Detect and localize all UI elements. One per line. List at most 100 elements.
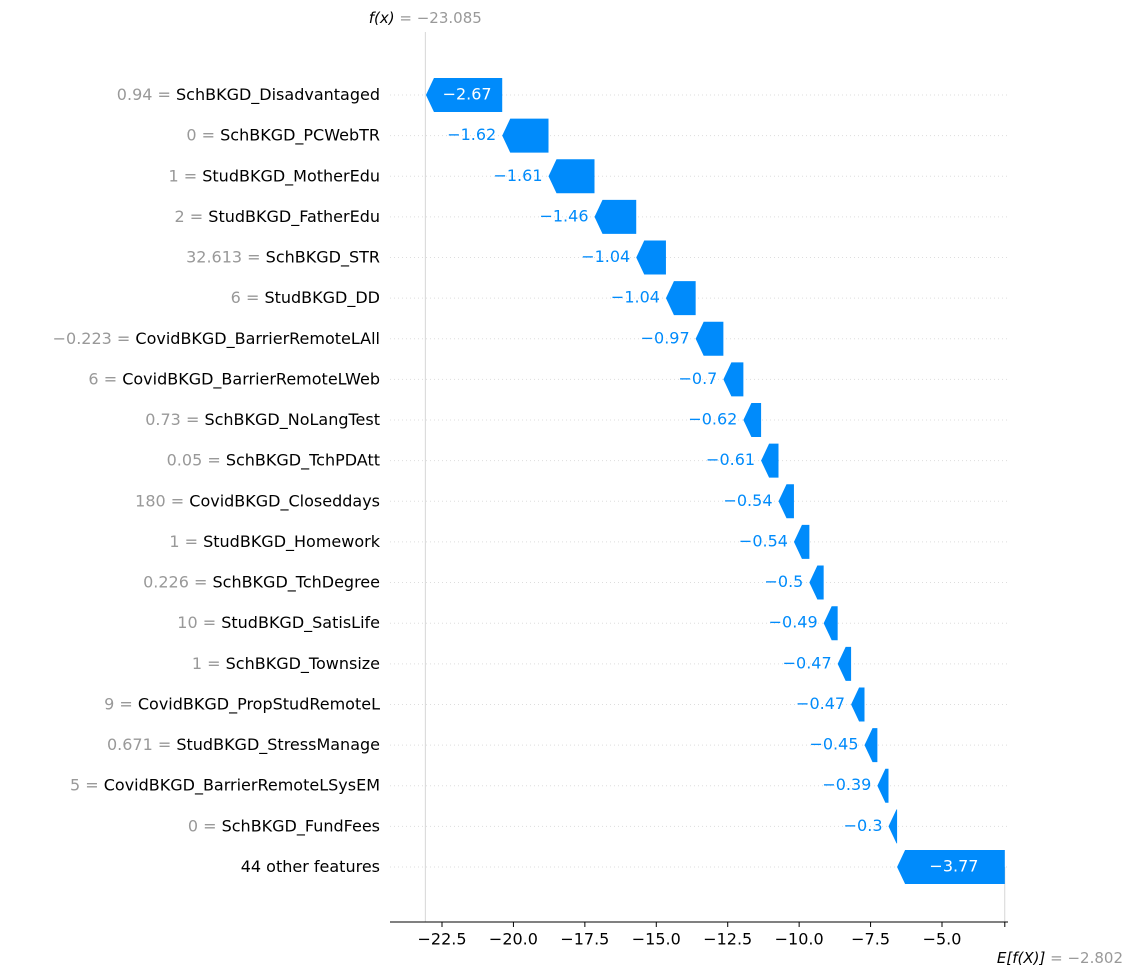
feature-label: 1 = StudBKGD_Homework bbox=[169, 531, 380, 551]
feature-label: 6 = StudBKGD_DD bbox=[231, 288, 380, 308]
feature-name: SchBKGD_Disadvantaged bbox=[176, 85, 380, 105]
x-tick-label: −5.0 bbox=[923, 930, 962, 949]
feature-label: 180 = CovidBKGD_Closeddays bbox=[135, 491, 380, 511]
bar bbox=[897, 849, 1005, 884]
feature-label: 0 = SchBKGD_PCWebTR bbox=[186, 125, 380, 145]
value-label: −1.04 bbox=[581, 247, 630, 266]
feature-label: 10 = StudBKGD_SatisLife bbox=[177, 613, 380, 633]
bar bbox=[548, 159, 595, 194]
feature-value: 180 = bbox=[135, 491, 189, 510]
feature-label: 0.73 = SchBKGD_NoLangTest bbox=[145, 410, 380, 430]
value-label: −0.3 bbox=[844, 816, 883, 835]
x-tick-label: −20.0 bbox=[489, 930, 538, 949]
bar bbox=[809, 565, 824, 600]
feature-name: CovidBKGD_PropStudRemoteL bbox=[138, 694, 380, 714]
feature-label: 6 = CovidBKGD_BarrierRemoteLWeb bbox=[88, 369, 380, 389]
bar bbox=[864, 728, 878, 763]
feature-name: CovidBKGD_BarrierRemoteLSysEM bbox=[104, 775, 380, 795]
feature-label: 9 = CovidBKGD_PropStudRemoteL bbox=[104, 694, 380, 714]
feature-value: 1 = bbox=[169, 531, 203, 550]
value-label: −0.62 bbox=[688, 410, 737, 429]
bar bbox=[851, 687, 865, 722]
feature-value: 0.73 = bbox=[145, 410, 204, 429]
value-label: −0.7 bbox=[679, 369, 718, 388]
feature-value: 0 = bbox=[186, 125, 220, 144]
feature-value: 1 = bbox=[168, 166, 202, 185]
feature-label: 0.05 = SchBKGD_TchPDAtt bbox=[167, 450, 380, 470]
feature-name: CovidBKGD_BarrierRemoteLAll bbox=[135, 328, 380, 348]
value-label: −0.45 bbox=[809, 735, 858, 754]
value-label: −2.67 bbox=[443, 85, 492, 104]
base-name: E[f(X)] bbox=[997, 949, 1046, 967]
bar bbox=[723, 362, 744, 397]
feature-name: SchBKGD_PCWebTR bbox=[220, 125, 380, 145]
feature-label: 5 = CovidBKGD_BarrierRemoteLSysEM bbox=[70, 775, 380, 795]
feature-name: SchBKGD_Townsize bbox=[226, 653, 380, 673]
feature-label: 1 = StudBKGD_MotherEdu bbox=[168, 166, 380, 186]
feature-name: StudBKGD_SatisLife bbox=[221, 613, 380, 633]
feature-value: 0 = bbox=[188, 816, 222, 835]
feature-name: StudBKGD_StressManage bbox=[176, 735, 380, 755]
bar bbox=[761, 443, 779, 478]
feature-name: SchBKGD_TchPDAtt bbox=[226, 450, 380, 470]
feature-value: 0.671 = bbox=[107, 735, 176, 754]
fx-name: f(x) bbox=[369, 9, 395, 27]
feature-value: 0.05 = bbox=[167, 450, 226, 469]
feature-name: StudBKGD_Homework bbox=[203, 531, 381, 551]
feature-label: 0.94 = SchBKGD_Disadvantaged bbox=[117, 85, 380, 105]
feature-label: 0 = SchBKGD_FundFees bbox=[188, 816, 380, 836]
feature-label: 1 = SchBKGD_Townsize bbox=[192, 653, 380, 673]
value-label: −1.46 bbox=[539, 206, 588, 225]
feature-value: 0.226 = bbox=[143, 572, 212, 591]
feature-value: 6 = bbox=[88, 369, 122, 388]
feature-value: −0.223 = bbox=[53, 328, 136, 347]
x-tick-label: −17.5 bbox=[560, 930, 609, 949]
x-tick-label: −22.5 bbox=[417, 930, 466, 949]
bar bbox=[594, 199, 637, 234]
feature-value: 9 = bbox=[104, 694, 138, 713]
feature-name: CovidBKGD_Closeddays bbox=[189, 491, 380, 511]
feature-name: StudBKGD_MotherEdu bbox=[202, 166, 380, 186]
x-tick-label: −12.5 bbox=[703, 930, 752, 949]
bar bbox=[877, 768, 889, 803]
feature-name: 44 other features bbox=[241, 856, 380, 875]
value-label: −1.61 bbox=[493, 166, 542, 185]
bar bbox=[793, 524, 810, 559]
value-label: −0.54 bbox=[739, 531, 788, 550]
feature-name: CovidBKGD_BarrierRemoteLWeb bbox=[122, 369, 380, 389]
feature-value: 6 = bbox=[231, 288, 265, 307]
feature-name: StudBKGD_FatherEdu bbox=[208, 206, 380, 226]
bar bbox=[888, 809, 898, 844]
bar bbox=[778, 484, 794, 519]
feature-label: 0.671 = StudBKGD_StressManage bbox=[107, 735, 380, 755]
value-label: −0.97 bbox=[641, 328, 690, 347]
bar bbox=[636, 240, 666, 275]
fx-label: f(x) = −23.085 bbox=[369, 9, 482, 27]
feature-label: 2 = StudBKGD_FatherEdu bbox=[175, 206, 380, 226]
value-label: −1.04 bbox=[611, 288, 660, 307]
base-value: = −2.802 bbox=[1045, 949, 1123, 967]
base-label: E[f(X)] = −2.802 bbox=[997, 949, 1123, 967]
bar bbox=[502, 118, 549, 153]
feature-label: 44 other features bbox=[241, 856, 380, 875]
value-label: −1.62 bbox=[447, 125, 496, 144]
bar bbox=[695, 321, 724, 356]
feature-value: 1 = bbox=[192, 653, 226, 672]
value-label: −0.49 bbox=[769, 613, 818, 632]
feature-value: 0.94 = bbox=[117, 85, 176, 104]
value-label: −0.61 bbox=[706, 450, 755, 469]
bar bbox=[823, 606, 838, 641]
feature-name: SchBKGD_STR bbox=[266, 247, 380, 267]
value-label: −0.54 bbox=[723, 491, 772, 510]
bar bbox=[837, 646, 852, 681]
feature-value: 32.613 = bbox=[186, 247, 266, 266]
feature-name: StudBKGD_DD bbox=[264, 288, 380, 308]
fx-value: = −23.085 bbox=[395, 9, 482, 27]
feature-name: SchBKGD_FundFees bbox=[222, 816, 380, 836]
value-label: −0.47 bbox=[783, 653, 832, 672]
bar bbox=[425, 78, 503, 112]
value-label: −0.47 bbox=[796, 694, 845, 713]
x-tick-label: −7.5 bbox=[851, 930, 890, 949]
